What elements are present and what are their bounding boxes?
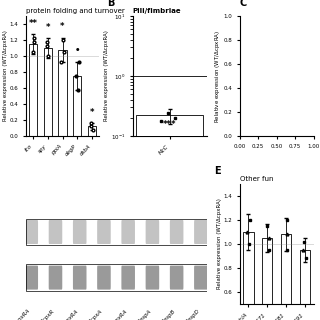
Y-axis label: Relative expression (WT/$\Delta$cpxRA): Relative expression (WT/$\Delta$cpxRA) bbox=[213, 29, 222, 123]
Text: *: * bbox=[60, 22, 65, 31]
Text: *: * bbox=[45, 23, 50, 32]
Text: •: • bbox=[75, 46, 80, 55]
FancyBboxPatch shape bbox=[146, 220, 159, 244]
Bar bbox=[262, 238, 272, 320]
Text: **: ** bbox=[28, 19, 37, 28]
Y-axis label: Relative expression (WT/ΔcpxRA): Relative expression (WT/ΔcpxRA) bbox=[3, 31, 8, 121]
FancyBboxPatch shape bbox=[121, 266, 135, 290]
FancyBboxPatch shape bbox=[97, 220, 111, 244]
FancyBboxPatch shape bbox=[170, 220, 183, 244]
FancyBboxPatch shape bbox=[24, 266, 38, 290]
Text: ***: *** bbox=[163, 120, 176, 129]
FancyBboxPatch shape bbox=[170, 266, 183, 290]
Bar bbox=[281, 234, 291, 320]
Bar bbox=[88, 126, 96, 136]
FancyBboxPatch shape bbox=[49, 266, 62, 290]
Text: Pili/fimbriae: Pili/fimbriae bbox=[133, 8, 181, 14]
Text: Other fun: Other fun bbox=[240, 176, 273, 182]
Text: B: B bbox=[107, 0, 114, 8]
FancyBboxPatch shape bbox=[73, 220, 86, 244]
Bar bbox=[26, 264, 206, 291]
FancyBboxPatch shape bbox=[97, 266, 111, 290]
FancyBboxPatch shape bbox=[24, 220, 38, 244]
FancyBboxPatch shape bbox=[146, 266, 159, 290]
Bar bbox=[44, 48, 52, 136]
FancyBboxPatch shape bbox=[194, 220, 208, 244]
Bar bbox=[136, 116, 203, 320]
Text: protein folding and turnover: protein folding and turnover bbox=[26, 8, 124, 14]
Bar bbox=[300, 250, 310, 320]
FancyBboxPatch shape bbox=[49, 220, 62, 244]
Bar bbox=[29, 44, 37, 136]
Y-axis label: Relative expression (WT/ΔcpxRA): Relative expression (WT/ΔcpxRA) bbox=[217, 199, 222, 289]
Bar bbox=[73, 76, 81, 136]
Text: E: E bbox=[214, 166, 220, 176]
FancyBboxPatch shape bbox=[121, 220, 135, 244]
Bar bbox=[59, 50, 67, 136]
Y-axis label: Relative expression (WT/ΔcpxRA): Relative expression (WT/ΔcpxRA) bbox=[104, 31, 109, 121]
FancyBboxPatch shape bbox=[73, 266, 86, 290]
Bar bbox=[26, 219, 206, 245]
Text: C: C bbox=[240, 0, 247, 8]
Bar bbox=[243, 232, 253, 320]
FancyBboxPatch shape bbox=[194, 266, 208, 290]
Text: *: * bbox=[90, 108, 94, 117]
